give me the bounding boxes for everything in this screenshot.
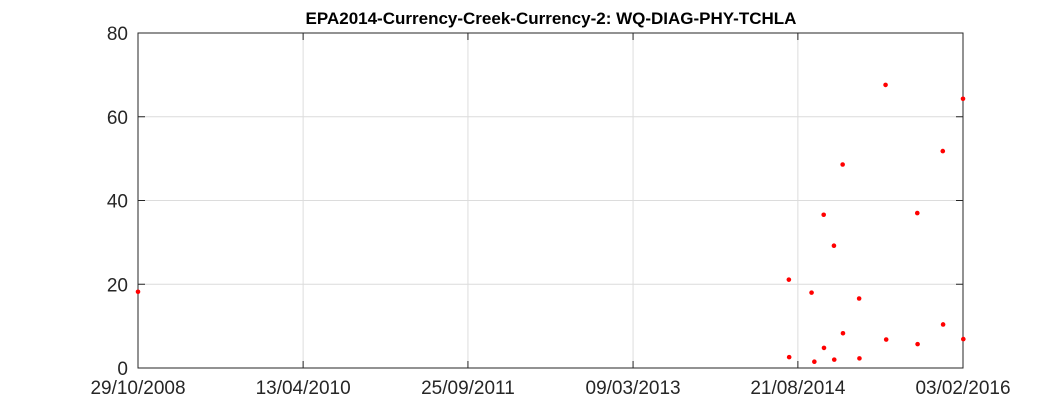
data-point (883, 337, 889, 342)
data-point (812, 359, 817, 365)
y-tick-label: 40 (107, 192, 128, 213)
data-point (831, 357, 837, 362)
data-point (786, 354, 792, 360)
axis-ticks (137, 32, 964, 369)
data-point (960, 96, 966, 102)
data-point (786, 277, 792, 282)
data-point (940, 148, 946, 154)
x-tick-label: 21/08/2014 (750, 378, 846, 399)
data-point (961, 336, 966, 342)
data-point (840, 162, 845, 167)
y-tick-label: 20 (107, 275, 128, 296)
x-tick-label: 09/03/2013 (586, 378, 681, 399)
data-point (883, 82, 888, 88)
data-point (809, 290, 814, 295)
data-point (940, 322, 946, 327)
data-point (831, 243, 837, 249)
x-tick-label: 03/02/2016 (915, 378, 1010, 399)
data-point (135, 289, 141, 295)
data-point (821, 212, 826, 218)
data-point (840, 330, 846, 336)
data-point (914, 210, 920, 216)
y-tick-label: 80 (107, 24, 128, 45)
y-tick-label: 0 (117, 359, 128, 380)
data-point (821, 345, 827, 351)
data-point (915, 341, 920, 347)
chart-title: EPA2014-Currency-Creek-Currency-2: WQ-DI… (306, 9, 797, 28)
x-tick-labels: 29/10/2008 13/04/2010 25/09/2011 09/03/2013… (90, 378, 1010, 399)
data-point (856, 296, 862, 301)
data-point (857, 356, 862, 361)
x-tick-label: 25/09/2011 (421, 378, 515, 399)
x-tick-label: 29/10/2008 (90, 378, 185, 399)
x-tick-label: 13/04/2010 (256, 378, 351, 399)
y-tick-labels: 0 20 40 60 80 (107, 24, 128, 380)
y-tick-label: 60 (107, 108, 128, 129)
data-points (135, 82, 966, 365)
